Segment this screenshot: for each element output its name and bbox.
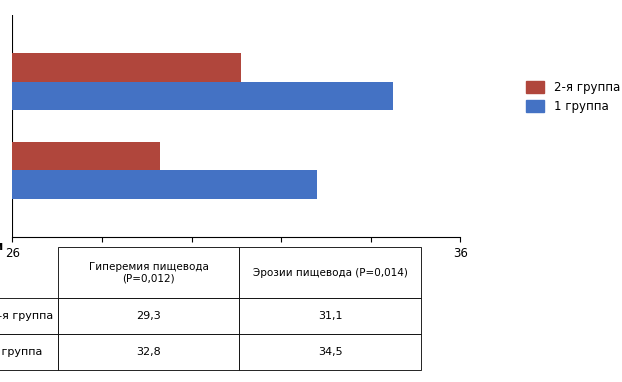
Legend: 2-я группа, 1 группа: 2-я группа, 1 группа — [522, 76, 622, 118]
Bar — [12, 170, 317, 199]
Bar — [12, 53, 241, 82]
Bar — [12, 142, 160, 170]
Text: Дни: Дни — [0, 240, 4, 253]
Bar — [12, 82, 393, 110]
